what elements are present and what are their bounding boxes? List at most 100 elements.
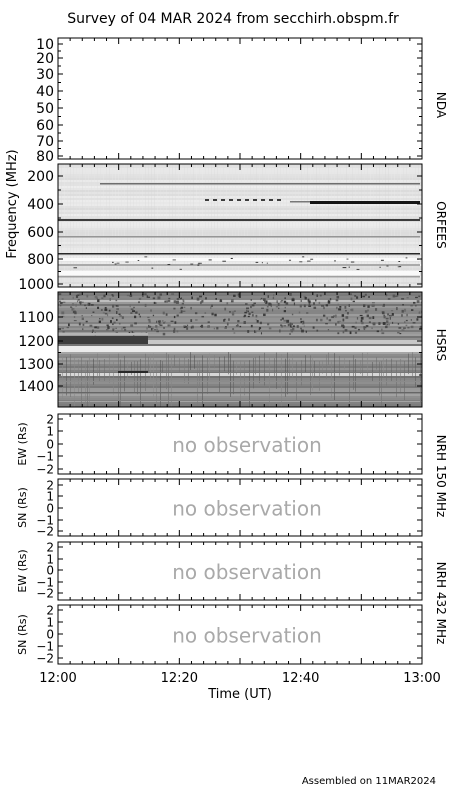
orfees-speck	[144, 256, 148, 258]
hsrs-noise	[207, 325, 209, 328]
panel-5: 210−1−2 SN (Rs) no observation	[16, 478, 423, 538]
hsrs-noise	[415, 296, 418, 299]
hsrs-noise	[160, 324, 163, 326]
hsrs-noise	[385, 317, 389, 320]
orfees-stripe	[178, 164, 179, 287]
hsrs-noise	[99, 317, 101, 320]
hsrs-noise	[77, 300, 79, 303]
hsrs-noise	[144, 293, 147, 296]
orfees-stripe	[313, 164, 314, 287]
hsrs-noise	[289, 322, 292, 326]
hsrs-band	[58, 308, 422, 310]
orfees-speck	[288, 259, 292, 261]
hsrs-streak	[171, 356, 172, 407]
hsrs-noise	[280, 325, 283, 328]
orfees-stripe	[346, 164, 347, 287]
orfees-speck	[114, 263, 117, 265]
hsrs-noise	[391, 312, 394, 316]
orfees-stripe	[175, 164, 176, 287]
hsrs-noise	[395, 307, 398, 311]
orfees-stripe	[208, 164, 209, 287]
hsrs-noise	[362, 295, 366, 298]
hsrs-noise	[200, 325, 202, 328]
hsrs-noise	[371, 302, 375, 304]
hsrs-noise	[313, 302, 315, 305]
hsrs-noise	[385, 325, 388, 329]
hsrs-noise	[131, 331, 133, 334]
hsrs-noise	[264, 301, 266, 304]
hsrs-streak	[274, 358, 275, 376]
orfees-stripe	[292, 164, 293, 287]
orfees-stripe	[70, 164, 71, 287]
hsrs-noise	[303, 320, 305, 324]
hsrs-noise	[190, 326, 192, 329]
hsrs-noise	[207, 321, 210, 323]
hsrs-band	[58, 302, 422, 304]
hsrs-noise	[77, 299, 80, 301]
hsrs-band	[58, 340, 422, 342]
hsrs-streak	[99, 359, 100, 382]
hsrs-noise	[119, 315, 122, 317]
orfees-line	[100, 183, 420, 185]
hsrs-noise	[276, 300, 278, 304]
hsrs-streak	[89, 357, 90, 407]
hsrs-noise	[281, 317, 284, 320]
hsrs-noise	[328, 319, 332, 322]
orfees-band	[58, 222, 422, 224]
orfees-stripe	[334, 164, 335, 287]
orfees-stripe	[352, 164, 353, 287]
orfees-stripe	[148, 164, 149, 287]
hsrs-noise	[224, 318, 226, 320]
orfees-band	[58, 188, 422, 190]
orfees-stripe	[310, 164, 311, 287]
y-tick-label: −1	[36, 575, 54, 589]
hsrs-noise	[390, 310, 394, 312]
orfees-stripe	[328, 164, 329, 287]
hsrs-streak	[312, 356, 313, 391]
y-tick-label: 30	[36, 67, 54, 83]
hsrs-noise	[147, 319, 151, 321]
hsrs-noise	[181, 302, 185, 305]
hsrs-noise	[338, 320, 342, 322]
hsrs-noise	[100, 309, 103, 311]
hsrs-noise	[322, 314, 326, 317]
hsrs-noise	[291, 313, 294, 316]
hsrs-band	[58, 330, 422, 332]
hsrs-noise	[94, 295, 98, 299]
hsrs-noise	[78, 293, 82, 296]
hsrs-noise	[416, 300, 420, 304]
hsrs-streak	[281, 354, 282, 407]
orfees-stripe	[85, 164, 86, 287]
hsrs-noise	[259, 321, 262, 325]
orfees-stripe	[82, 164, 83, 287]
hsrs-noise	[66, 326, 69, 329]
hsrs-noise	[129, 295, 133, 297]
orfees-band	[58, 190, 422, 192]
hsrs-streak	[255, 357, 256, 375]
y-tick-label: −1	[36, 639, 54, 653]
orfees-stripe	[355, 164, 356, 287]
hsrs-noise	[152, 314, 155, 317]
hsrs-noise	[277, 303, 279, 306]
orfees-speck	[222, 260, 226, 262]
hsrs-noise	[363, 327, 366, 331]
hsrs-noise	[250, 324, 253, 328]
hsrs-noise	[79, 301, 82, 304]
orfees-stripe	[235, 164, 236, 287]
x-tick-label: 12:40	[282, 671, 319, 686]
hsrs-noise	[354, 295, 357, 297]
hsrs-streak	[400, 358, 401, 394]
hsrs-noise	[387, 298, 391, 300]
orfees-dash	[277, 199, 281, 201]
y-tick-label: 200	[27, 169, 54, 185]
hsrs-noise	[350, 297, 353, 301]
hsrs-noise	[329, 298, 332, 301]
hsrs-noise	[407, 327, 410, 329]
hsrs-noise	[254, 330, 256, 333]
hsrs-noise	[58, 293, 62, 296]
y-tick-label: 2	[46, 478, 54, 492]
hsrs-noise	[381, 328, 383, 331]
hsrs-noise	[397, 331, 400, 334]
orfees-stripe	[112, 164, 113, 287]
